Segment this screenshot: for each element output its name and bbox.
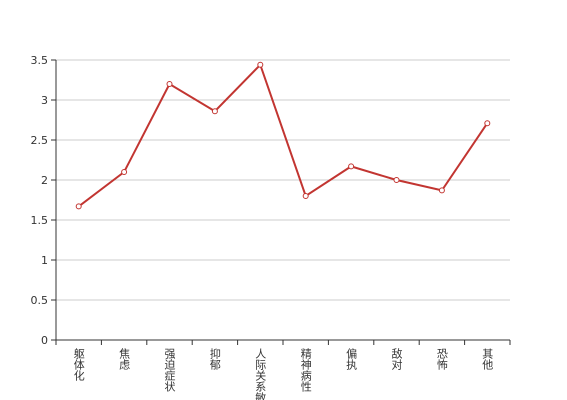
point xyxy=(166,81,173,87)
y-tick-label: 1.5 xyxy=(31,214,49,227)
point xyxy=(438,187,445,194)
point xyxy=(211,108,218,115)
x-tick-label: 其他 xyxy=(481,348,494,370)
line xyxy=(78,62,489,208)
y-tick-label: 2.5 xyxy=(31,134,49,147)
y-tick-label: 1 xyxy=(41,254,48,267)
y-tick-label: 0 xyxy=(41,334,48,347)
x-tick-label: 焦虑 xyxy=(118,348,131,370)
point xyxy=(348,163,355,170)
y-tick-label: 3.5 xyxy=(31,54,49,67)
point xyxy=(121,169,128,175)
x-tick-label: 敌对 xyxy=(390,347,403,370)
x-tick-label: 偏执 xyxy=(345,347,358,371)
point xyxy=(393,177,400,183)
x-tick-label: 抑郁 xyxy=(208,347,221,370)
point xyxy=(257,61,264,68)
point xyxy=(75,203,82,210)
y-tick-label: 3 xyxy=(41,94,48,107)
y-tick-label: 0.5 xyxy=(31,294,49,307)
x-tick-label: 恐怖 xyxy=(435,348,448,370)
x-tick-label: 躯体化 xyxy=(72,348,85,382)
x-tick-label: 强迫症状 xyxy=(163,348,176,392)
point xyxy=(302,193,309,199)
x-tick-label: 人际关系敏感 xyxy=(254,348,267,400)
x-tick-label: 精神病性 xyxy=(299,348,312,393)
point xyxy=(484,120,491,127)
y-tick-label: 2 xyxy=(41,174,48,187)
